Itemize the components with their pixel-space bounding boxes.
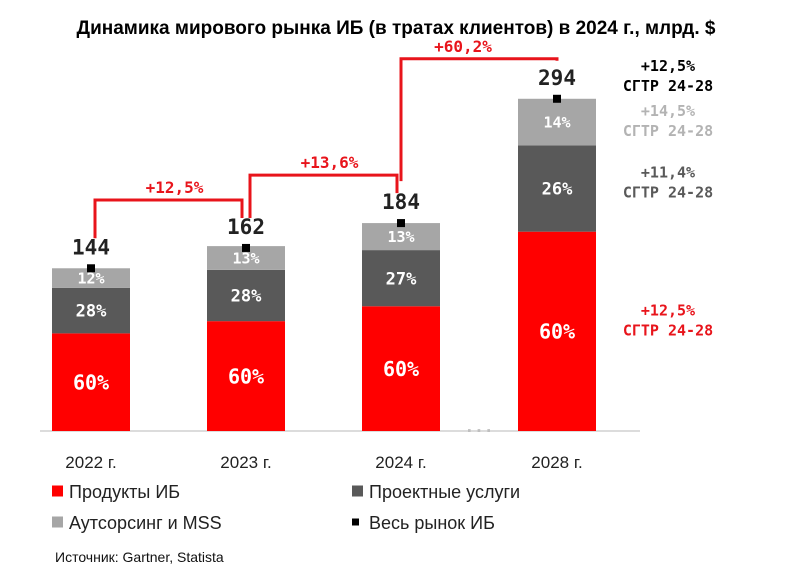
bar-segment (207, 321, 285, 431)
bar-segment (518, 145, 596, 232)
chart-title: Динамика мирового рынка ИБ (в тратах кли… (77, 18, 716, 39)
legend-swatch (52, 516, 63, 528)
bar-segment (207, 246, 285, 270)
bar-segment (518, 98, 596, 146)
legend: Продукты ИБ Проектные услуги Аутсорсинг и … (52, 482, 520, 533)
total-marker (397, 219, 405, 228)
legend-swatch (352, 518, 359, 526)
source-note: Источник: Gartner, Statista (55, 549, 224, 565)
segment-label: 13% (387, 228, 414, 246)
growth-label: +13,6% (301, 153, 359, 172)
x-tick-label: 2023 г. (220, 453, 271, 472)
segment-label: 28% (231, 287, 262, 307)
x-tick-label: 2028 г. (531, 453, 582, 472)
cagr-value: +11,4% (641, 163, 695, 181)
growth-label: +12,5% (146, 178, 204, 197)
total-label: 162 (227, 215, 265, 239)
total-marker (87, 264, 95, 273)
total-label: 184 (382, 190, 420, 214)
legend-label: Аутсорсинг и MSS (69, 513, 222, 533)
segment-label: 28% (76, 302, 107, 322)
cagr-label: CГТР 24-28 (623, 122, 713, 140)
bar-segment (362, 250, 440, 307)
cagr-label: CГТР 24-28 (623, 77, 713, 95)
bar-segment (52, 287, 130, 334)
bar-segment (362, 223, 440, 251)
cagr-value: +14,5% (641, 102, 695, 120)
cagr-value: +12,5% (641, 57, 695, 75)
legend-label: Проектные услуги (369, 482, 520, 502)
segment-label: 60% (539, 320, 575, 344)
cagr-value: +12,5% (641, 301, 695, 319)
bar-segment (207, 269, 285, 322)
segment-label: 26% (542, 180, 573, 200)
segment-label: 27% (386, 269, 417, 289)
segment-label: 60% (383, 357, 419, 381)
bar-segment (52, 268, 130, 288)
growth-connector (93, 198, 244, 239)
growth-label: +60,2% (434, 37, 492, 56)
bar-segment (52, 333, 130, 431)
segment-label: 60% (73, 370, 109, 394)
legend-swatch (52, 485, 63, 497)
growth-connector (248, 173, 399, 218)
segment-label: 14% (543, 113, 570, 131)
total-label: 294 (538, 66, 576, 90)
plot-area: 60% 28% 12% 144 2022 г. 60% 28% 13% 162 2023 г. 60… (40, 37, 713, 472)
segment-label: 13% (232, 249, 259, 267)
total-marker (242, 243, 250, 252)
axis-gap-marker: ... (465, 417, 494, 436)
legend-label: Весь рынок ИБ (369, 513, 495, 533)
cagr-label: CГТР 24-28 (623, 321, 713, 339)
legend-label: Продукты ИБ (69, 482, 180, 502)
x-tick-label: 2024 г. (375, 453, 426, 472)
segment-label: 12% (77, 269, 104, 287)
segment-label: 60% (228, 364, 264, 388)
bar-segment (518, 231, 596, 431)
bar-segment (362, 306, 440, 431)
total-marker (553, 94, 561, 103)
cagr-label: CГТР 24-28 (623, 183, 713, 201)
growth-connector (399, 57, 559, 182)
x-tick-label: 2022 г. (65, 453, 116, 472)
total-label: 144 (72, 235, 110, 259)
legend-swatch (352, 485, 363, 497)
